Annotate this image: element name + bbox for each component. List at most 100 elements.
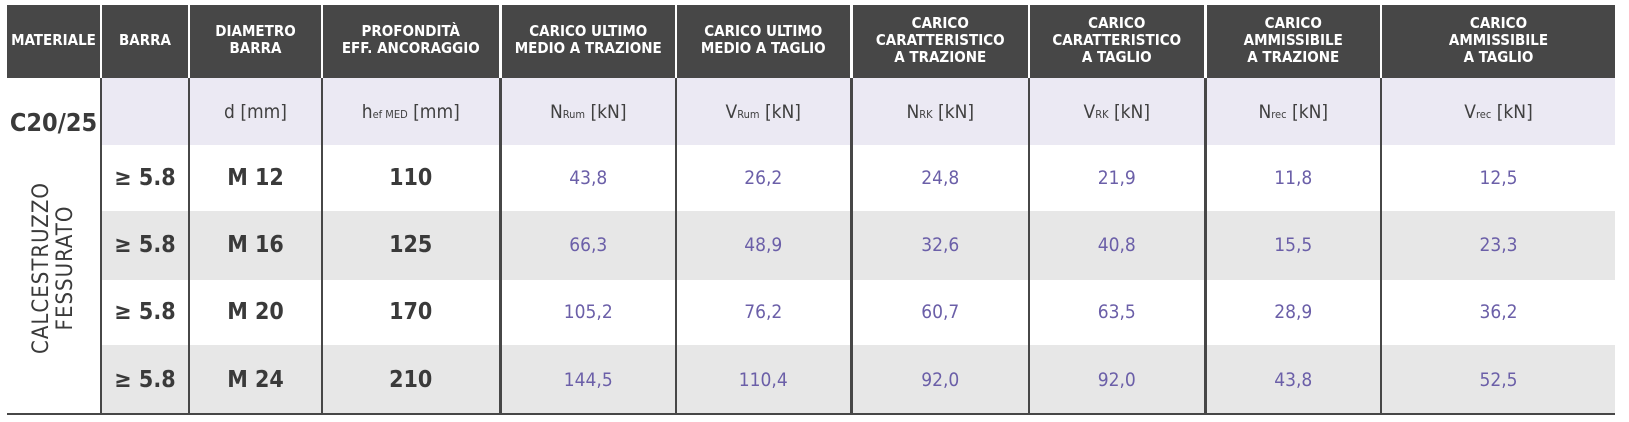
header-nrk-line3: A TRAZIONE [894,47,987,66]
header-diametro-line2: BARRA [229,39,282,58]
header-nrk-line1: CARICO [911,13,969,32]
unit-nrk: NRK [kN] [849,75,1029,146]
cell-nrk: 60,7 [849,279,1029,346]
table-row: ≥ 5.8 M 20 170 105,2 76,2 60,7 63,5 28,9… [7,279,1615,346]
header-vrec-line1: CARICO [1469,13,1528,32]
cell-nrk: 92,0 [849,345,1029,415]
cell-nrec: 43,8 [1203,345,1381,415]
cell-hef: 210 [321,345,500,415]
cell-vrum: 48,9 [675,211,851,280]
unit-nrec-sub: rec [1271,107,1287,121]
unit-vrum-sub: Rum [737,107,760,121]
unit-nrec-main: N [1258,100,1272,123]
table-row: ≥ 5.8 M 12 110 43,8 26,2 24,8 21,9 11,8 … [7,145,1615,212]
cell-nrec: 28,9 [1203,279,1381,346]
unit-vrec: Vrec [kN] [1380,75,1615,146]
material-name-line1: CALCESTRUZZO [28,181,54,354]
cell-diametro: M 12 [188,145,322,212]
cell-nrum: 105,2 [498,279,676,346]
table-row: ≥ 5.8 M 16 125 66,3 48,9 32,6 40,8 15,5 … [7,211,1615,280]
cell-barra: ≥ 5.8 [100,345,189,415]
unit-nrk-sub: RK [919,107,933,121]
unit-nrec-unit: [kN] [1286,100,1329,123]
header-nrk: CARICO CARATTERISTICO A TRAZIONE [849,5,1029,77]
cell-hef: 125 [321,211,500,280]
unit-vrk-unit: [kN] [1108,100,1151,123]
header-row: MATERIALE BARRA DIAMETRO BARRA PROFONDITÀ… [7,5,1615,77]
cell-nrum: 43,8 [498,145,676,212]
header-diametro-line1: DIAMETRO [215,22,296,41]
header-vrec-line2: AMMISSIBILE [1448,30,1549,49]
material-grade: C20/25 [9,107,98,137]
cell-barra: ≥ 5.8 [100,279,189,346]
cell-vrec: 36,2 [1380,279,1615,346]
cell-nrum: 144,5 [498,345,676,415]
unit-nrum: NRum [kN] [498,75,676,146]
cell-vrk: 40,8 [1028,211,1205,280]
header-vrk-line1: CARICO [1088,13,1146,32]
cell-nrum: 66,3 [498,211,676,280]
cell-nrec: 15,5 [1203,211,1381,280]
unit-vrum: VRum [kN] [675,75,851,146]
cell-vrum: 110,4 [675,345,851,415]
unit-vrk: VRK [kN] [1028,75,1205,146]
header-profondita: PROFONDITÀ EFF. ANCORAGGIO [321,5,500,77]
cell-vrk: 92,0 [1028,345,1205,415]
unit-vrec-unit: [kN] [1491,100,1533,123]
header-materiale: MATERIALE [7,5,101,77]
header-nrk-line2: CARATTERISTICO [875,30,1005,49]
header-vrec: CARICO AMMISSIBILE A TAGLIO [1380,5,1615,77]
cell-barra: ≥ 5.8 [100,211,189,280]
cell-barra: ≥ 5.8 [100,145,189,212]
header-nrum-line2: MEDIO A TRAZIONE [514,39,662,58]
unit-vrum-unit: [kN] [759,100,801,123]
cell-vrec: 12,5 [1380,145,1615,212]
cell-diametro: M 20 [188,279,322,346]
cell-vrum: 26,2 [675,145,851,212]
header-vrum-line1: CARICO ULTIMO [704,22,823,41]
header-barra: BARRA [100,5,189,77]
unit-nrum-sub: Rum [562,107,586,121]
unit-vrec-main: V [1464,100,1476,123]
header-diametro: DIAMETRO BARRA [188,5,322,77]
units-row: C20/25 CALCESTRUZZO FESSURATO d [mm] hef … [7,75,1615,415]
unit-nrk-main: N [906,100,920,123]
header-vrum-line2: MEDIO A TAGLIO [700,39,826,58]
unit-nrum-unit: [kN] [585,100,627,123]
cell-diametro: M 16 [188,211,322,280]
cell-vrec: 52,5 [1380,345,1615,415]
header-vrk-line2: CARATTERISTICO [1052,30,1182,49]
header-profondita-line1: PROFONDITÀ [361,22,460,41]
unit-vrk-main: V [1083,100,1096,123]
header-vrum: CARICO ULTIMO MEDIO A TAGLIO [675,5,851,77]
anchor-load-table: MATERIALE BARRA DIAMETRO BARRA PROFONDITÀ… [7,5,1615,415]
unit-hef: hef MED [mm] [321,75,500,146]
cell-vrk: 21,9 [1028,145,1205,212]
material-cell: C20/25 CALCESTRUZZO FESSURATO [7,75,101,415]
unit-hef-unit: [mm] [407,100,460,123]
header-nrec-line3: A TRAZIONE [1247,47,1340,66]
unit-vrk-sub: RK [1095,107,1109,121]
material-name: CALCESTRUZZO FESSURATO [28,181,78,354]
header-vrk: CARICO CARATTERISTICO A TAGLIO [1028,5,1205,77]
header-nrum-line1: CARICO ULTIMO [529,22,648,41]
header-nrum: CARICO ULTIMO MEDIO A TRAZIONE [498,5,676,77]
unit-barra [100,75,189,146]
unit-d: d [mm] [188,75,322,146]
header-nrec-line1: CARICO [1264,13,1322,32]
unit-nrk-unit: [kN] [932,100,975,123]
cell-hef: 110 [321,145,500,212]
table-row: ≥ 5.8 M 24 210 144,5 110,4 92,0 92,0 43,… [7,345,1615,415]
cell-nrk: 24,8 [849,145,1029,212]
material-name-line2: FESSURATO [52,205,78,331]
cell-vrec: 23,3 [1380,211,1615,280]
unit-vrum-main: V [725,100,738,123]
cell-nrec: 11,8 [1203,145,1381,212]
cell-diametro: M 24 [188,345,322,415]
cell-vrum: 76,2 [675,279,851,346]
unit-hef-main: h [361,100,373,123]
cell-nrk: 32,6 [849,211,1029,280]
header-vrec-line3: A TAGLIO [1463,47,1534,66]
bottom-rule [7,413,1615,415]
header-nrec: CARICO AMMISSIBILE A TRAZIONE [1203,5,1381,77]
